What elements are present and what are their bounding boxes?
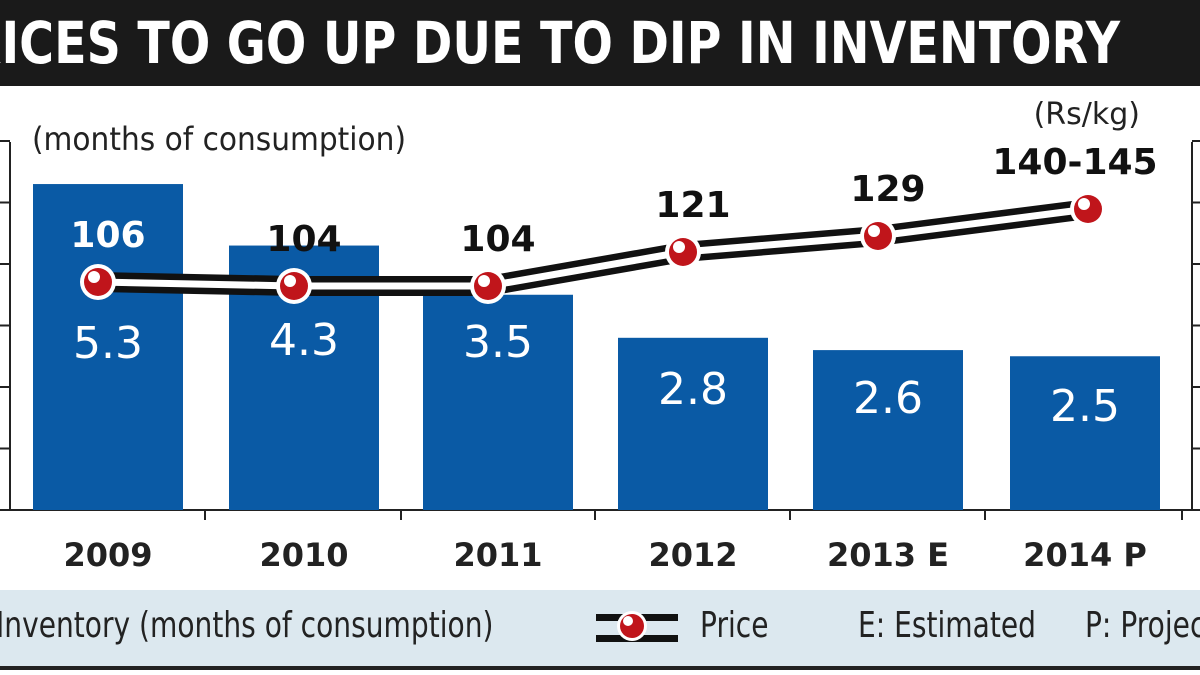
left-axis-unit: (months of consumption) <box>32 120 406 158</box>
price-marker-highlight <box>284 275 296 287</box>
price-marker <box>474 272 502 300</box>
price-marker <box>280 272 308 300</box>
x-tick-label: 2013 E <box>827 536 949 574</box>
inventory-bar <box>33 184 183 511</box>
price-data-label: 129 <box>850 169 925 210</box>
price-data-label: 140-145 <box>992 142 1157 183</box>
inventory-bar <box>813 350 963 510</box>
x-tick-label: 2009 <box>63 536 152 574</box>
inventory-data-label: 2.5 <box>1050 381 1120 432</box>
legend-price: Price <box>700 605 769 646</box>
x-tick-label: 2014 P <box>1023 536 1147 574</box>
price-marker <box>1074 195 1102 223</box>
price-marker <box>669 238 697 266</box>
inventory-data-label: 2.6 <box>853 373 923 424</box>
chart-title: PRICES TO GO UP DUE TO DIP IN INVENTORY <box>0 0 1200 86</box>
price-marker-highlight <box>88 271 100 283</box>
x-tick-label: 2010 <box>259 536 348 574</box>
price-legend-icon <box>596 608 678 652</box>
price-data-label: 104 <box>266 219 341 260</box>
price-line-inner <box>97 205 1089 290</box>
price-data-label: 106 <box>70 215 145 256</box>
price-marker-highlight <box>1078 198 1090 210</box>
price-data-label: 104 <box>460 219 535 260</box>
x-tick-label: 2012 <box>648 536 737 574</box>
price-data-label: 121 <box>655 185 730 226</box>
inventory-data-label: 5.3 <box>73 318 143 369</box>
chart-title-text: PRICES TO GO UP DUE TO DIP IN INVENTORY <box>0 9 1121 77</box>
legend-inventory: Inventory (months of consumption) <box>0 605 494 646</box>
chart: (months of consumption) (Rs/kg) 2009 5.3 201… <box>0 97 1200 574</box>
right-axis-unit: (Rs/kg) <box>1034 97 1140 132</box>
legend-projected: P: Projected <box>1085 605 1200 646</box>
legend: Inventory (months of consumption) Price … <box>0 590 1200 670</box>
price-marker-highlight <box>673 241 685 253</box>
price-marker-highlight <box>478 275 490 287</box>
price-marker <box>864 222 892 250</box>
x-tick-label: 2011 <box>453 536 542 574</box>
inventory-bar <box>423 294 573 510</box>
legend-estimated: E: Estimated <box>858 605 1036 646</box>
price-marker-highlight <box>868 225 880 237</box>
inventory-data-label: 4.3 <box>269 315 339 366</box>
inventory-data-label: 2.8 <box>658 364 728 415</box>
inventory-bar <box>618 337 768 510</box>
price-marker <box>84 268 112 296</box>
inventory-bar <box>1010 356 1160 510</box>
inventory-data-label: 3.5 <box>463 317 533 368</box>
